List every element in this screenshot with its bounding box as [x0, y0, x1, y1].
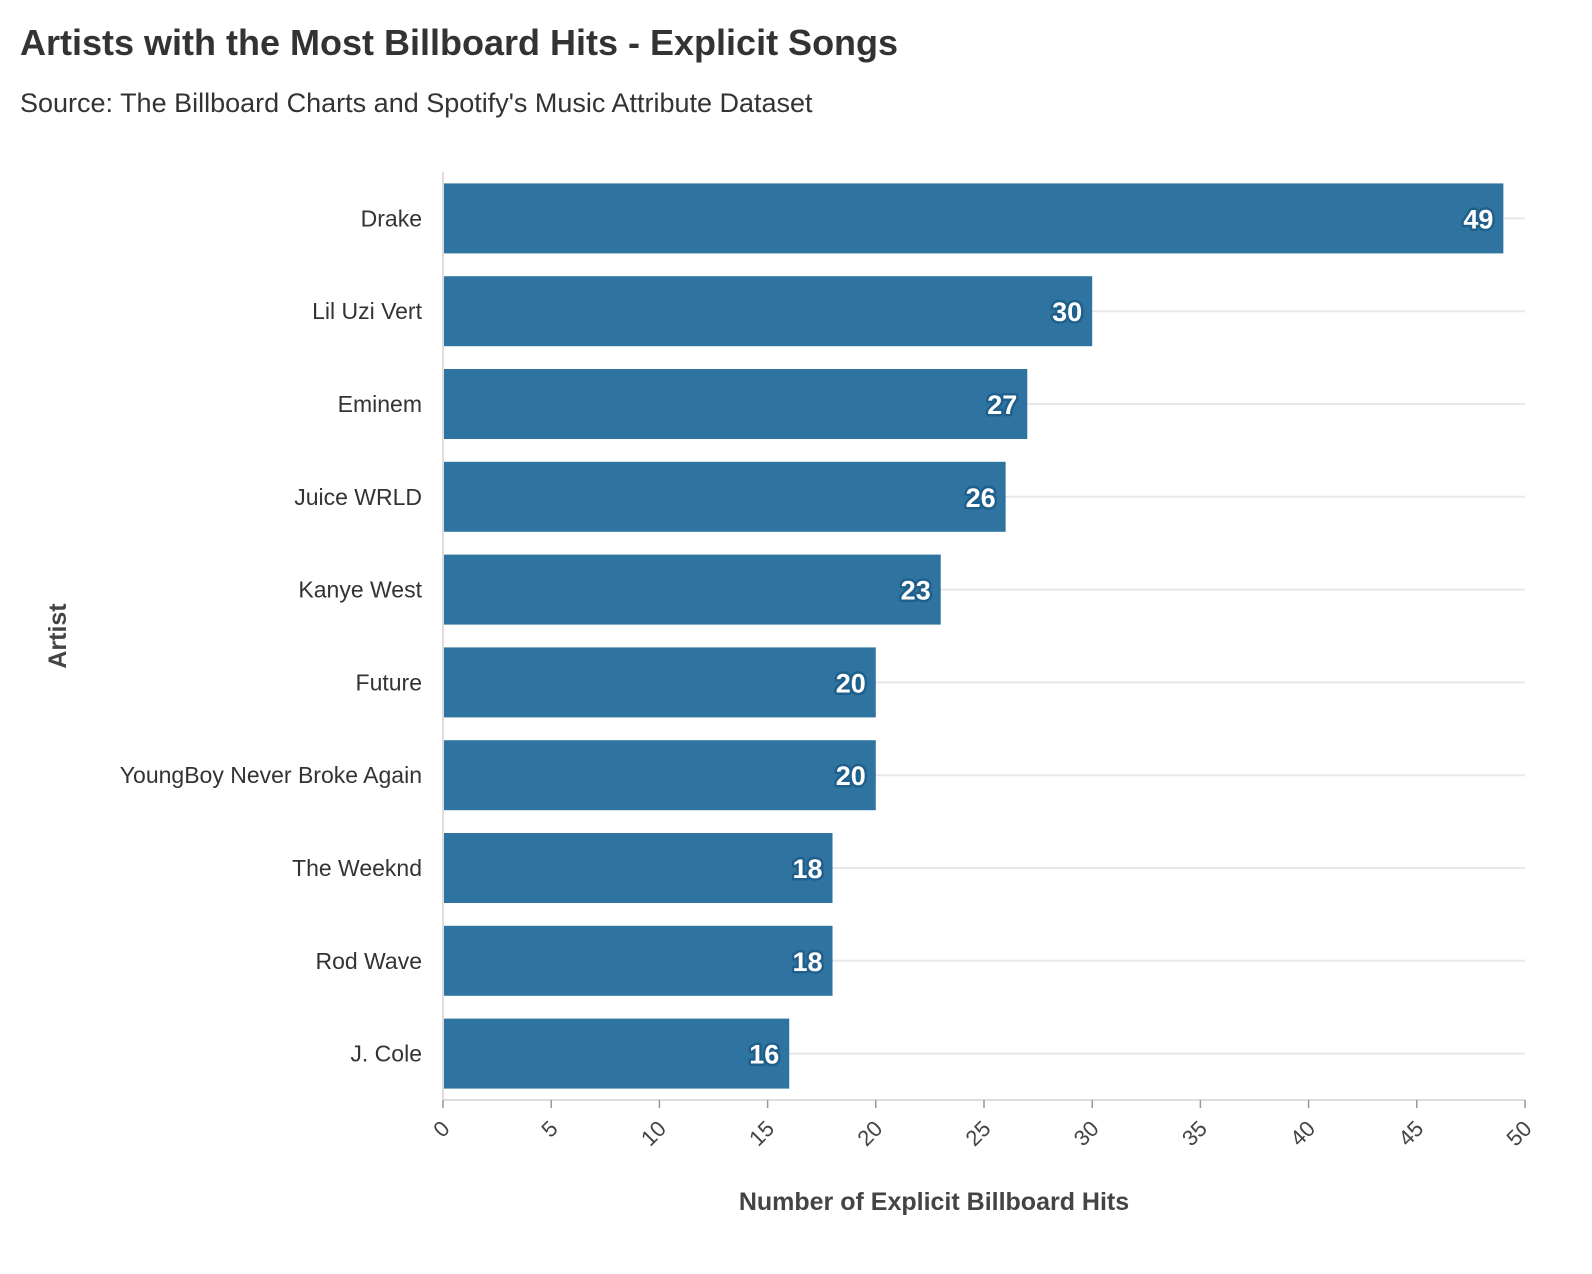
bar: [443, 1018, 790, 1089]
data-label: 18: [792, 854, 822, 884]
bar: [443, 647, 876, 718]
y-axis-title: Artist: [44, 603, 72, 669]
axes: Drake Lil Uzi Vert Eminem Juice WRLD Kanye W…: [120, 172, 1537, 1151]
x-tick-label: 25: [961, 1116, 996, 1151]
bar: [443, 833, 833, 903]
x-tick-label: 10: [636, 1116, 671, 1151]
category-label: The Weeknd: [292, 855, 422, 881]
bar: [443, 276, 1093, 347]
x-tick-label: 0: [428, 1116, 454, 1142]
bar: [443, 461, 1006, 532]
data-label: 18: [792, 947, 822, 977]
data-label: 26: [966, 483, 996, 513]
x-tick-label: 15: [744, 1116, 779, 1151]
bar: [443, 740, 876, 811]
category-label: Future: [356, 669, 422, 695]
data-label: 23: [901, 576, 931, 606]
data-label: 16: [749, 1040, 779, 1070]
x-tick-label: 35: [1177, 1116, 1212, 1151]
category-label: Kanye West: [298, 577, 422, 603]
category-label: Lil Uzi Vert: [312, 298, 423, 324]
category-label: J. Cole: [350, 1041, 422, 1067]
chart-title: Artists with the Most Billboard Hits - E…: [20, 22, 899, 63]
data-label: 20: [836, 761, 866, 791]
x-tick-label: 30: [1069, 1116, 1104, 1151]
chart-subtitle: Source: The Billboard Charts and Spotify…: [20, 88, 813, 118]
category-label: Juice WRLD: [294, 484, 422, 510]
bar: [443, 183, 1504, 254]
category-label: Eminem: [338, 391, 422, 417]
bar: [443, 369, 1028, 439]
data-label: 49: [1463, 204, 1493, 234]
data-label: 20: [836, 668, 866, 698]
x-tick-label: 45: [1393, 1116, 1428, 1151]
category-label: YoungBoy Never Broke Again: [120, 762, 422, 788]
x-tick-label: 20: [852, 1116, 887, 1151]
data-label: 30: [1052, 297, 1082, 327]
bar: [443, 554, 941, 625]
x-tick-label: 40: [1285, 1116, 1320, 1151]
category-label: Rod Wave: [315, 948, 422, 974]
category-label: Drake: [361, 205, 422, 231]
x-axis-title: Number of Explicit Billboard Hits: [739, 1188, 1129, 1216]
x-tick-label: 50: [1502, 1116, 1537, 1151]
data-label: 27: [987, 390, 1017, 420]
bars: 49 30 27 26 23 20 20 18 18 16: [443, 183, 1504, 1089]
x-tick-label: 5: [536, 1116, 562, 1142]
bar: [443, 925, 833, 996]
